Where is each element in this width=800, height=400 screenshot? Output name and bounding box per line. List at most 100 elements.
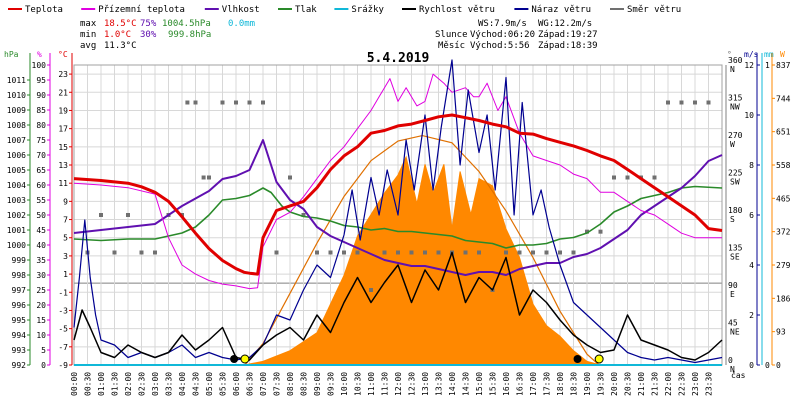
time-label-10: 05:00 [205, 372, 214, 396]
wind-axis-label-2: 4 [749, 261, 754, 270]
temperature-axis-label-12: 15 [58, 143, 68, 152]
solar-axis-label-7: 651 [776, 128, 791, 137]
time-label-15: 07:30 [273, 372, 282, 396]
temperature-axis-label-7: 5 [63, 234, 68, 243]
legend-label-2: Vlhkost [222, 5, 260, 15]
pressure-axis-label-2: 994 [12, 331, 27, 340]
time-label-23: 11:30 [381, 372, 390, 396]
moonset-marker [573, 355, 582, 363]
humidity-axis-label-20: 100 [32, 61, 47, 70]
info-ws: WS:7.9m/s [478, 19, 527, 29]
wind-direction-point [382, 250, 387, 255]
info-moon-set: Západ:18:39 [538, 41, 598, 51]
time-label-11: 05:30 [219, 372, 228, 396]
wind-direction-point [139, 250, 144, 255]
temperature-axis-label-9: 9 [63, 197, 68, 206]
info-wg: WG:12.2m/s [538, 19, 592, 29]
pressure-axis-label-10: 1002 [7, 211, 26, 220]
wind-direction-point [207, 175, 211, 180]
wind-direction-point [706, 100, 711, 105]
humidity-axis-label-17: 85 [36, 106, 46, 115]
time-label-25: 12:30 [408, 372, 417, 396]
stat-max-temp: 18.5°C [104, 19, 137, 29]
legend: Teplota Přízemní teplota Vlhkost Tlak Srážky… [8, 5, 681, 15]
stat-avg-temp: 11.3°C [104, 41, 137, 51]
pressure-axis-label-0: 992 [12, 361, 27, 370]
wind-axis-label-1: 2 [749, 311, 754, 320]
wind-direction-point [612, 175, 616, 180]
wind-direction-point [423, 250, 427, 255]
wind-direction-point [220, 100, 225, 105]
time-label-43: 21:30 [651, 372, 660, 396]
time-label-20: 10:00 [340, 372, 349, 396]
info-sun-set: Západ:19:27 [538, 30, 598, 40]
direction-axis-dir-2: E [730, 290, 735, 299]
time-label-9: 04:30 [192, 372, 201, 396]
humidity-axis-label-2: 10 [36, 331, 46, 340]
solar-axis-label-0: 0 [776, 361, 781, 370]
stat-max-rain: 0.0mm [228, 19, 255, 29]
solar-axis-label-5: 465 [776, 194, 791, 203]
time-label-5: 02:30 [138, 372, 147, 396]
direction-axis-dir-7: NW [730, 103, 740, 112]
wind-axis-label-6: 12 [744, 61, 754, 70]
axis-title-time: čas [731, 370, 746, 380]
wind-direction-point [652, 175, 657, 180]
humidity-axis-label-4: 20 [36, 301, 46, 310]
series-humidity-line [73, 139, 723, 276]
time-label-34: 17:00 [529, 372, 538, 396]
axes: 9929939949959969979989991000100110021003… [7, 53, 791, 396]
direction-axis-dir-4: S [730, 215, 735, 224]
stat-max-hum: 75% [140, 19, 157, 29]
pressure-axis-label-15: 1007 [7, 136, 26, 145]
pressure-axis-label-3: 995 [12, 316, 27, 325]
humidity-axis-label-16: 80 [36, 121, 46, 130]
wind-direction-point [504, 250, 508, 255]
wind-direction-point [153, 250, 157, 255]
time-label-13: 06:30 [246, 372, 255, 396]
time-label-41: 20:30 [624, 372, 633, 396]
plot-area [73, 59, 723, 366]
rain-axis-label-1: 1 [765, 61, 770, 70]
legend-label-7: Směr větru [627, 5, 681, 15]
time-label-0: 00:00 [70, 372, 79, 396]
temperature-axis-label-16: 23 [58, 70, 68, 79]
time-label-4: 02:00 [124, 372, 133, 396]
pressure-axis-label-16: 1008 [7, 121, 26, 130]
axis-title-ms: m/s [744, 50, 759, 59]
wind-direction-point [185, 100, 190, 105]
wind-direction-point [261, 100, 265, 105]
wind-direction-point [369, 288, 373, 292]
temperature-axis-label-6: 3 [63, 252, 68, 261]
legend-label-5: Rychlost větru [419, 5, 495, 15]
time-label-40: 20:00 [610, 372, 619, 396]
pressure-axis-label-5: 997 [12, 286, 27, 295]
temperature-axis-label-3: -3 [58, 306, 68, 315]
time-label-44: 22:00 [664, 372, 673, 396]
wind-direction-point [585, 229, 589, 234]
time-label-2: 01:00 [97, 372, 106, 396]
time-label-27: 13:30 [435, 372, 444, 396]
stat-max-label: max [80, 19, 97, 29]
series-solar-area [244, 155, 601, 366]
time-label-39: 19:30 [597, 372, 606, 396]
direction-axis-value-1: 45 [728, 319, 738, 328]
direction-axis-value-5: 225 [728, 169, 743, 178]
wind-direction-point [625, 175, 630, 180]
pressure-axis-label-6: 998 [12, 271, 27, 280]
legend-label-1: Přízemní teplota [98, 5, 185, 15]
solar-axis-label-1: 93 [776, 328, 786, 337]
direction-axis-value-0: 0 [728, 356, 733, 365]
wind-direction-point [247, 100, 252, 105]
humidity-axis-label-1: 5 [41, 346, 46, 355]
wind-direction-point [544, 250, 549, 255]
temperature-axis-label-5: 1 [63, 270, 68, 279]
temperature-axis-label-1: -7 [58, 343, 68, 352]
time-label-7: 03:30 [165, 372, 174, 396]
pressure-axis-label-18: 1010 [7, 91, 26, 100]
direction-axis-dir-0: N [730, 365, 735, 374]
humidity-axis-label-11: 55 [36, 196, 46, 205]
time-label-28: 14:00 [448, 372, 457, 396]
moonrise-marker [230, 355, 239, 363]
